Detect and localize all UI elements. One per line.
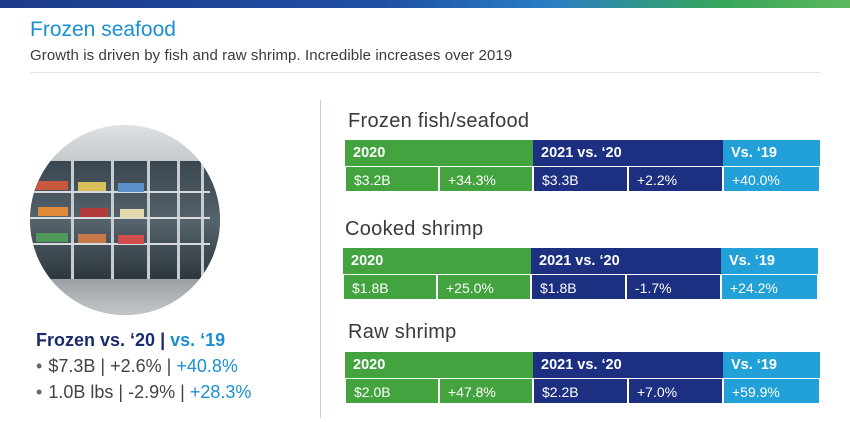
- summary-line-sales: • $7.3B | +2.6% | +40.8%: [36, 356, 238, 377]
- page-subtitle: Growth is driven by fish and raw shrimp.…: [30, 47, 513, 64]
- header-2020: 2020: [345, 352, 533, 378]
- header-2020: 2020: [345, 140, 533, 166]
- section-title-raw-shrimp: Raw shrimp: [348, 321, 457, 343]
- top-accent-bar: [0, 0, 850, 8]
- summary-separator: |: [166, 356, 172, 376]
- table-header-row: 2020 2021 vs. ‘20 Vs. ‘19: [343, 248, 818, 274]
- value-2020-growth: +25.0%: [437, 274, 531, 300]
- summary-heading-main: Frozen vs. ‘20: [36, 330, 156, 350]
- value-2021-growth: +2.2%: [628, 166, 723, 192]
- table-header-row: 2020 2021 vs. ‘20 Vs. ‘19: [345, 352, 820, 378]
- summary-heading-separator: |: [160, 330, 166, 350]
- summary-volume-vs19: +28.3%: [189, 382, 252, 402]
- value-vs-19: +59.9%: [723, 378, 820, 404]
- summary-sales-vs19: +40.8%: [176, 356, 238, 376]
- value-vs-19: +24.2%: [721, 274, 818, 300]
- summary-volume-value: 1.0B lbs: [48, 382, 114, 402]
- header-divider: [30, 72, 820, 73]
- vertical-divider: [320, 100, 321, 418]
- table-value-row: $3.2B +34.3% $3.3B +2.2% +40.0%: [345, 166, 820, 192]
- value-2020-growth: +47.8%: [439, 378, 533, 404]
- summary-heading: Frozen vs. ‘20 | vs. ‘19: [36, 330, 225, 351]
- bullet-dot: •: [36, 356, 43, 376]
- header-vs-19: Vs. ‘19: [723, 140, 820, 166]
- value-2021-sales: $1.8B: [531, 274, 626, 300]
- value-2020-sales: $2.0B: [345, 378, 439, 404]
- section-title-frozen-fish: Frozen fish/seafood: [348, 110, 530, 132]
- summary-heading-vs19: vs. ‘19: [170, 330, 226, 350]
- summary-sales-vs20: +2.6%: [110, 356, 162, 376]
- summary-separator: |: [100, 356, 106, 376]
- header-2021-vs-20: 2021 vs. ‘20: [533, 140, 723, 166]
- summary-volume-vs20: -2.9%: [128, 382, 176, 402]
- header-2021-vs-20: 2021 vs. ‘20: [533, 352, 723, 378]
- header-vs-19: Vs. ‘19: [721, 248, 818, 274]
- summary-separator: |: [180, 382, 185, 402]
- value-2021-growth: -1.7%: [626, 274, 721, 300]
- header-2020: 2020: [343, 248, 531, 274]
- value-2021-sales: $2.2B: [533, 378, 628, 404]
- value-2020-sales: $1.8B: [343, 274, 437, 300]
- value-2020-sales: $3.2B: [345, 166, 439, 192]
- summary-separator: |: [118, 382, 124, 402]
- table-header-row: 2020 2021 vs. ‘20 Vs. ‘19: [345, 140, 820, 166]
- bullet-dot: •: [36, 382, 43, 402]
- value-vs-19: +40.0%: [723, 166, 820, 192]
- summary-sales-value: $7.3B: [48, 356, 96, 376]
- header-2021-vs-20: 2021 vs. ‘20: [531, 248, 721, 274]
- value-2021-growth: +7.0%: [628, 378, 723, 404]
- header-vs-19: Vs. ‘19: [723, 352, 820, 378]
- value-2020-growth: +34.3%: [439, 166, 533, 192]
- page-title: Frozen seafood: [30, 18, 176, 41]
- section-title-cooked-shrimp: Cooked shrimp: [345, 218, 484, 240]
- summary-line-volume: • 1.0B lbs | -2.9% | +28.3%: [36, 382, 251, 403]
- table-value-row: $1.8B +25.0% $1.8B -1.7% +24.2%: [343, 274, 818, 300]
- table-value-row: $2.0B +47.8% $2.2B +7.0% +59.9%: [345, 378, 820, 404]
- frozen-aisle-photo: [30, 125, 220, 315]
- value-2021-sales: $3.3B: [533, 166, 628, 192]
